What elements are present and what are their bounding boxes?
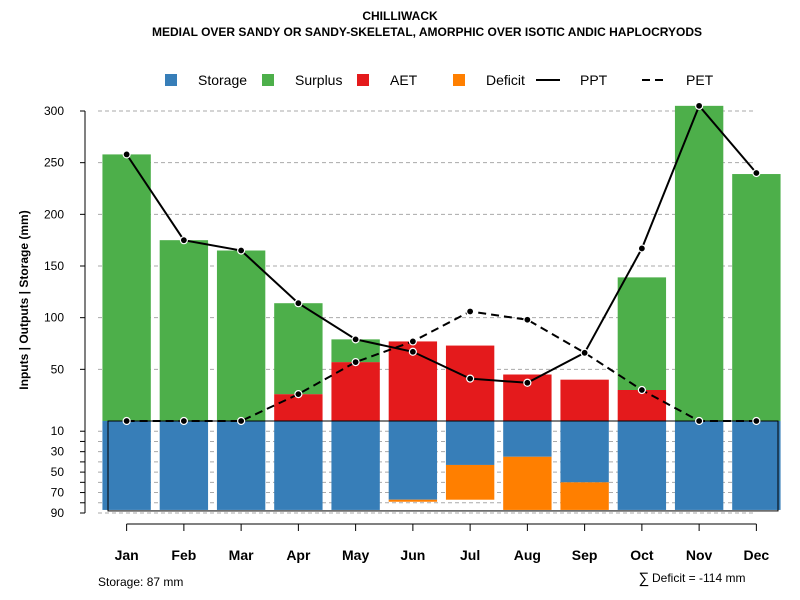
- axes: 50 100 150 200 250 300 10 30 50 70 90 Jan Feb Mar Apr M…: [44, 104, 769, 563]
- surplus-bar: [159, 240, 209, 421]
- series-lines: [122, 101, 761, 426]
- storage-bar: [445, 421, 495, 465]
- legend-label: AET: [390, 72, 418, 88]
- ppt-point: [122, 150, 131, 159]
- deficit-sum-symbol: ∑: [639, 570, 650, 587]
- pet-point: [752, 416, 761, 426]
- x-tick-label: Nov: [686, 547, 713, 563]
- storage-bar: [216, 421, 266, 510]
- pet-point: [122, 416, 131, 426]
- legend-swatch: [453, 74, 465, 86]
- x-tick-label: Jun: [400, 547, 425, 563]
- storage-bar: [388, 421, 438, 500]
- x-tick-label: Jan: [115, 547, 139, 563]
- storage-bar: [617, 421, 667, 510]
- pet-point: [179, 416, 188, 426]
- ppt-line: [125, 103, 758, 384]
- legend-swatch: [165, 74, 177, 86]
- y-tick-label: 90: [51, 506, 65, 520]
- legend-label: PET: [686, 72, 714, 88]
- x-tick-label: Oct: [630, 547, 654, 563]
- surplus-bar: [274, 303, 323, 395]
- chart-title: CHILLIWACK: [362, 9, 438, 23]
- x-tick-label: Mar: [229, 547, 254, 563]
- ppt-point: [580, 348, 589, 357]
- y-tick-label: 200: [44, 207, 64, 221]
- deficit-bar: [445, 464, 495, 500]
- x-tick-label: Aug: [514, 547, 541, 563]
- x-tick-label: May: [342, 547, 369, 563]
- pet-point: [408, 337, 417, 346]
- storage-bar: [503, 421, 552, 457]
- deficit-bar: [503, 456, 552, 510]
- surplus-bar: [732, 174, 781, 421]
- pet-point: [466, 307, 475, 316]
- deficit-bar: [560, 482, 609, 510]
- pet-line: [126, 310, 757, 422]
- y-tick-label: 50: [51, 362, 65, 376]
- ppt-point: [351, 335, 360, 344]
- ppt-point: [695, 101, 704, 110]
- legend-swatch: [262, 74, 274, 86]
- pet-point: [351, 358, 360, 367]
- x-tick-label: Jul: [460, 547, 480, 563]
- x-tick-label: Sep: [572, 547, 598, 563]
- storage-bar: [732, 421, 781, 510]
- storage-bar: [331, 421, 380, 510]
- pet-point: [637, 385, 646, 395]
- surplus-bar: [617, 277, 667, 391]
- y-tick-label: 100: [44, 311, 64, 325]
- y-tick-label: 250: [44, 156, 64, 170]
- legend: Storage Surplus AET Deficit PPT PET: [165, 72, 714, 88]
- storage-panel-frame: [107, 420, 779, 512]
- y-tick-label: 150: [44, 259, 64, 273]
- deficit-bar: [388, 499, 438, 502]
- storage-bar: [159, 421, 209, 510]
- y-tick-label: 50: [51, 465, 65, 479]
- ppt-point: [237, 246, 246, 255]
- y-tick-label: 10: [51, 424, 65, 438]
- pet-point: [523, 315, 532, 324]
- surplus-bar: [216, 250, 266, 421]
- chart-subtitle: MEDIAL OVER SANDY OR SANDY-SKELETAL, AMO…: [152, 25, 702, 39]
- legend-swatch: [357, 74, 369, 86]
- ppt-point: [523, 378, 532, 387]
- pet-point: [695, 416, 704, 426]
- y-tick-label: 70: [51, 486, 65, 500]
- ppt-point: [408, 347, 417, 356]
- ppt-point: [294, 299, 303, 308]
- ppt-point: [179, 236, 188, 245]
- legend-label: Storage: [198, 72, 247, 88]
- x-tick-label: Feb: [171, 547, 196, 563]
- legend-label: PPT: [580, 72, 608, 88]
- x-tick-label: Apr: [286, 547, 311, 563]
- bars: [102, 105, 781, 510]
- storage-bar: [674, 421, 724, 510]
- storage-bar: [274, 421, 323, 510]
- legend-label: Deficit: [486, 72, 525, 88]
- ppt-point: [752, 168, 761, 178]
- ppt-point: [466, 374, 475, 383]
- surplus-bar: [331, 339, 380, 363]
- y-tick-label: 30: [51, 445, 65, 459]
- storage-footer: Storage: 87 mm: [98, 575, 183, 589]
- surplus-bar: [102, 154, 151, 421]
- aet-bar: [274, 394, 323, 421]
- legend-label: Surplus: [295, 72, 342, 88]
- y-axis-label: Inputs | Outputs | Storage (mm): [17, 210, 31, 389]
- deficit-footer: Deficit = -114 mm: [652, 571, 745, 585]
- pet-point: [294, 390, 303, 399]
- aet-bar: [617, 390, 667, 421]
- storage-bar: [560, 421, 609, 483]
- aet-bar: [445, 345, 495, 421]
- aet-bar: [560, 379, 609, 421]
- surplus-bar: [674, 105, 724, 421]
- ppt-point: [637, 244, 646, 253]
- storage-bar: [102, 421, 151, 510]
- pet-point: [237, 416, 246, 426]
- x-tick-label: Dec: [744, 547, 770, 563]
- y-tick-label: 300: [44, 104, 64, 118]
